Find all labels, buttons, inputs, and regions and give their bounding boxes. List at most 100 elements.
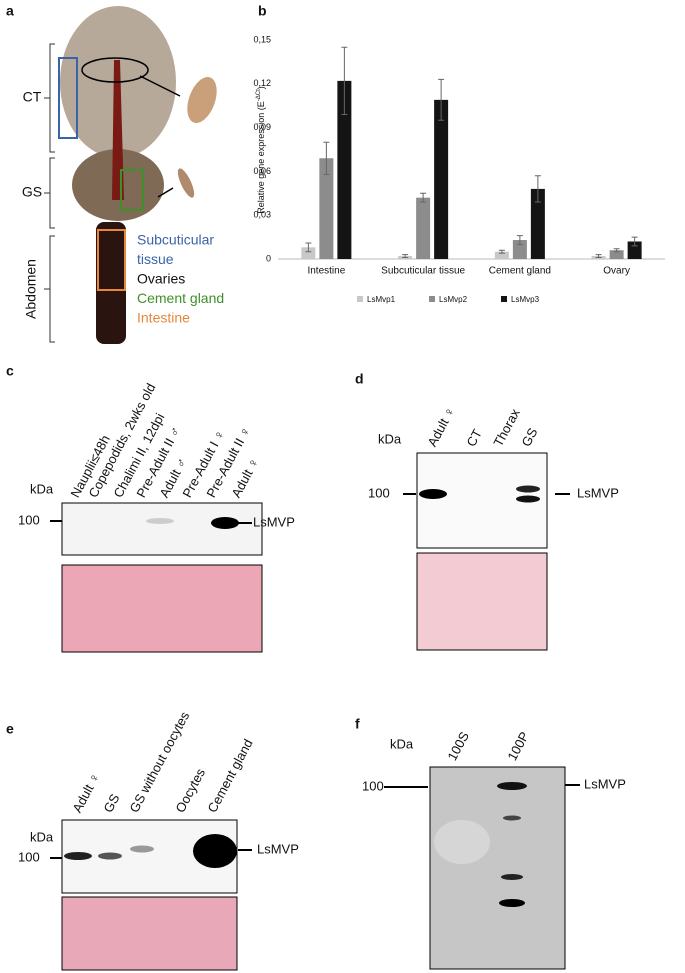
error-bar xyxy=(613,248,620,253)
lane-label: 100S xyxy=(444,729,472,763)
band xyxy=(64,852,92,860)
region-box xyxy=(120,169,144,211)
kda-label: kDa xyxy=(390,736,414,751)
legend-swatch xyxy=(429,296,435,302)
legend-text: Subcuticular xyxy=(137,232,214,248)
y-axis-label: Relative gene expression (E-ΔCt) xyxy=(256,86,267,214)
bracket xyxy=(44,43,55,153)
band xyxy=(419,489,447,499)
lane-label: Cement gland xyxy=(204,737,255,816)
y-tick-label: 0,12 xyxy=(253,78,271,88)
band xyxy=(497,782,527,790)
marker-label: 100 xyxy=(18,849,40,864)
panel-label: b xyxy=(258,3,267,19)
blot xyxy=(429,766,566,970)
band xyxy=(516,485,540,493)
bar xyxy=(609,250,624,259)
error-bar xyxy=(516,235,523,245)
protein-label: LsMVP xyxy=(584,776,626,791)
bar xyxy=(301,247,316,259)
legend-label: LsMvp2 xyxy=(439,295,468,304)
bar xyxy=(512,240,527,259)
lane-label: 100P xyxy=(504,729,532,763)
abdomen xyxy=(96,222,126,344)
bar xyxy=(494,251,509,259)
x-tick-label: Ovary xyxy=(603,266,630,277)
kda-label: kDa xyxy=(30,829,54,844)
legend-label: LsMvp3 xyxy=(511,295,540,304)
legend-swatch xyxy=(501,296,507,302)
error-bar xyxy=(498,249,505,254)
panel-label: e xyxy=(6,721,14,737)
marker-label: 100 xyxy=(18,512,40,527)
x-tick-label: Subcuticular tissue xyxy=(381,266,465,277)
panel-label: a xyxy=(6,3,14,19)
panel-label: c xyxy=(6,363,14,379)
bar xyxy=(319,158,334,259)
kda-label: kDa xyxy=(30,481,54,496)
legend-label: LsMvp1 xyxy=(367,295,396,304)
x-tick-label: Intestine xyxy=(307,266,345,277)
band xyxy=(499,899,525,907)
error-bar xyxy=(402,254,409,259)
specimen xyxy=(44,6,217,344)
arrow xyxy=(157,187,174,198)
arrow xyxy=(139,75,181,97)
region-label: CT xyxy=(23,89,42,105)
band xyxy=(98,852,122,860)
bracket xyxy=(44,157,55,229)
error-bar xyxy=(438,78,445,121)
band xyxy=(146,518,174,524)
bracket xyxy=(44,235,55,343)
artifact xyxy=(434,820,490,864)
error-bar xyxy=(595,254,602,259)
x-tick-label: Cement gland xyxy=(489,266,551,277)
lane-label: GS xyxy=(100,791,122,815)
protein-label: LsMVP xyxy=(577,485,619,500)
tissue xyxy=(177,168,195,198)
lane-label: GS xyxy=(518,425,540,449)
kda-label: kDa xyxy=(378,431,402,446)
error-bar xyxy=(341,46,348,115)
lane-label: Adult ♀ xyxy=(69,770,102,815)
band xyxy=(503,815,521,821)
y-axis-label-part: Relative gene expression (E xyxy=(256,101,266,214)
y-tick-label: 0,06 xyxy=(253,166,271,176)
marker-label: 100 xyxy=(362,778,384,793)
y-axis-label-part: ) xyxy=(256,86,266,89)
blot xyxy=(61,502,263,556)
panel-label: f xyxy=(355,716,360,732)
gut xyxy=(112,60,124,200)
bar xyxy=(434,99,449,259)
band xyxy=(130,845,154,853)
ponceau xyxy=(416,552,548,651)
y-tick-label: 0,03 xyxy=(253,210,271,220)
y-tick-label: 0,09 xyxy=(253,122,271,132)
legend-text: Intestine xyxy=(137,310,190,326)
region-box xyxy=(97,229,126,291)
legend-text: Ovaries xyxy=(137,271,185,287)
y-tick-label: 0,15 xyxy=(253,34,271,44)
marker-label: 100 xyxy=(368,485,390,500)
lane-label: Oocytes xyxy=(172,765,208,815)
ponceau xyxy=(61,564,263,653)
bar xyxy=(337,80,352,259)
region-box xyxy=(58,57,78,139)
y-axis-label-sup: -ΔCt xyxy=(256,89,262,101)
bar xyxy=(530,188,545,259)
bar xyxy=(416,197,431,259)
band xyxy=(193,834,237,868)
legend-text: Cement gland xyxy=(137,290,224,306)
lane-label: CT xyxy=(463,427,484,449)
error-bar xyxy=(305,242,312,253)
panel-label: d xyxy=(355,371,364,387)
legend-text: tissue xyxy=(137,251,174,267)
bar xyxy=(627,241,642,259)
band xyxy=(501,874,523,880)
ponceau xyxy=(61,896,238,971)
error-bar xyxy=(631,236,638,247)
legend-swatch xyxy=(357,296,363,302)
y-tick-label: 0 xyxy=(266,253,271,263)
error-bar xyxy=(534,175,541,203)
